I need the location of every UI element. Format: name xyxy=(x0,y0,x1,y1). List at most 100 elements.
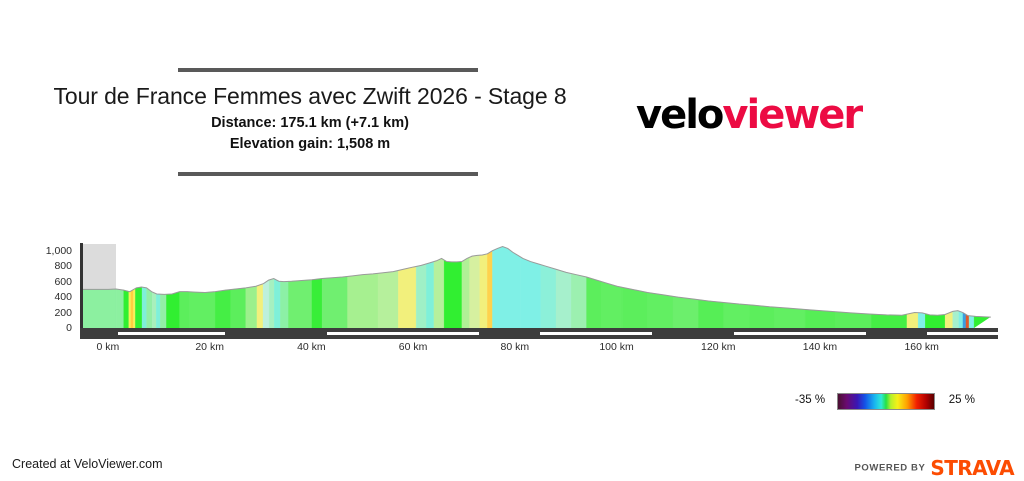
profile-gradient-segment xyxy=(377,270,398,328)
profile-gradient-segment xyxy=(346,273,378,328)
y-axis-line xyxy=(80,243,83,328)
profile-gradient-segment xyxy=(958,310,963,328)
x-axis-tick-label: 20 km xyxy=(195,341,224,353)
profile-gradient-segment xyxy=(262,279,269,328)
profile-gradient-segment xyxy=(151,291,156,328)
profile-gradient-segment xyxy=(519,256,541,328)
profile-gradient-segment xyxy=(491,246,521,328)
profile-gradient-segment xyxy=(468,255,480,328)
x-axis-tick-label: 40 km xyxy=(297,341,326,353)
profile-gradient-segment xyxy=(134,286,142,328)
profile-gradient-segment xyxy=(214,289,231,328)
profile-gradient-segment xyxy=(229,287,246,328)
profile-gradient-segment xyxy=(570,273,587,328)
profile-gradient-segment xyxy=(128,290,131,328)
profile-gradient-segment xyxy=(443,259,462,328)
route-track-segment xyxy=(926,331,999,335)
legend-gradient-bar xyxy=(837,393,935,410)
profile-gradient-segment xyxy=(585,276,602,328)
profile-gradient-segment xyxy=(952,310,959,328)
profile-gradient-segment xyxy=(917,312,925,328)
profile-gradient-segment xyxy=(924,313,945,328)
profile-gradient-segment xyxy=(906,312,918,328)
profile-plot-area xyxy=(82,243,999,328)
y-axis-labels: 1,000 800 600 400 200 0 xyxy=(0,236,72,333)
page-title: Tour de France Femmes avec Zwift 2026 - … xyxy=(53,83,567,109)
strava-wordmark: STRAVA xyxy=(930,456,1014,480)
profile-gradient-segment xyxy=(141,286,147,328)
x-axis-tick-label: 60 km xyxy=(398,341,428,353)
profile-gradient-segment xyxy=(723,302,749,328)
y-axis-tick-label: 400 xyxy=(54,291,72,304)
profile-gradient-segment xyxy=(479,253,487,328)
title-rule-top xyxy=(178,68,478,72)
profile-gradient-segment xyxy=(540,264,556,328)
profile-gradient-segment xyxy=(165,291,180,328)
profile-gradient-segment xyxy=(178,291,190,328)
profile-gradient-segment xyxy=(268,278,274,328)
y-axis-tick-label: 800 xyxy=(54,260,72,273)
profile-gradient-segment xyxy=(973,316,990,328)
profile-gradient-segment xyxy=(159,294,167,328)
profile-gradient-segment xyxy=(621,287,648,328)
profile-gradient-segment xyxy=(279,281,289,328)
profile-gradient-segment xyxy=(82,288,116,328)
x-axis-tick-label: 160 km xyxy=(904,341,939,353)
x-axis-tick-label: 0 km xyxy=(96,341,120,353)
x-axis-baseline xyxy=(80,337,998,339)
x-axis-tick-label: 140 km xyxy=(802,341,838,353)
profile-gradient-segment xyxy=(804,309,836,328)
profile-gradient-segment xyxy=(321,276,348,328)
profile-outline xyxy=(82,245,991,318)
profile-gradient-segment xyxy=(273,278,280,328)
profile-gradient-segment xyxy=(130,289,134,328)
profile-gradient-segment xyxy=(287,279,312,328)
elevation-profile-chart: 1,000 800 600 400 200 0 xyxy=(0,236,1024,346)
strava-attribution: POWERED BY STRAVA xyxy=(854,456,1014,480)
gradient-legend: -35 % 25 % xyxy=(795,393,975,411)
profile-gradient-segment xyxy=(646,292,673,328)
elevation-gain-line: Elevation gain: 1,508 m xyxy=(229,136,391,152)
route-track-segment xyxy=(326,331,480,335)
profile-gradient-segment xyxy=(115,288,124,328)
profile-gradient-segment xyxy=(555,269,571,328)
profile-gradient-segment xyxy=(774,306,805,328)
x-axis-labels: 0 km 20 km 40 km 60 km 80 km 100 km 120 km 140 … xyxy=(0,341,1024,361)
profile-gradient-segment xyxy=(311,278,322,328)
profile-gradient-segment xyxy=(748,304,775,328)
profile-gradient-segment xyxy=(155,293,160,328)
y-axis-tick-label: 200 xyxy=(54,306,72,319)
created-at-text: Created at VeloViewer.com xyxy=(12,457,163,471)
y-axis-tick-label: 600 xyxy=(54,275,72,288)
powered-by-text: POWERED BY xyxy=(854,462,926,474)
profile-gradient-segment xyxy=(486,250,493,328)
profile-gradient-segment xyxy=(433,258,444,328)
y-axis-tick-label: 1,000 xyxy=(45,244,72,257)
legend-min-label: -35 % xyxy=(795,394,826,406)
profile-gradient-segment xyxy=(962,312,966,328)
x-axis-tick-label: 100 km xyxy=(599,341,634,353)
profile-gradient-segment xyxy=(968,315,974,328)
elevation-profile-area xyxy=(82,245,991,328)
y-axis-tick-label: 0 xyxy=(66,322,72,334)
profile-gradient-segment xyxy=(697,299,724,328)
profile-gradient-segment xyxy=(425,261,434,328)
profile-gradient-segment xyxy=(245,285,257,328)
profile-gradient-segment xyxy=(870,313,907,328)
x-axis-tick-label: 80 km xyxy=(500,341,530,353)
profile-gradient-segment xyxy=(461,257,470,328)
profile-gradient-segment xyxy=(123,289,129,328)
distance-line: Distance: 175.1 km (+7.1 km) xyxy=(211,115,409,131)
route-track-segment xyxy=(733,331,866,335)
profile-gradient-segment xyxy=(145,287,152,328)
profile-gradient-segment xyxy=(601,281,622,328)
route-track-segment xyxy=(118,331,225,335)
title-rule-bottom xyxy=(178,172,478,176)
route-track-segment xyxy=(540,331,653,335)
profile-gradient-segment xyxy=(189,291,215,328)
logo-viewer-text: viewer xyxy=(722,92,863,138)
profile-gradient-segment xyxy=(965,314,969,328)
x-axis-tick-label: 120 km xyxy=(701,341,736,353)
profile-gradient-segment xyxy=(132,288,136,328)
